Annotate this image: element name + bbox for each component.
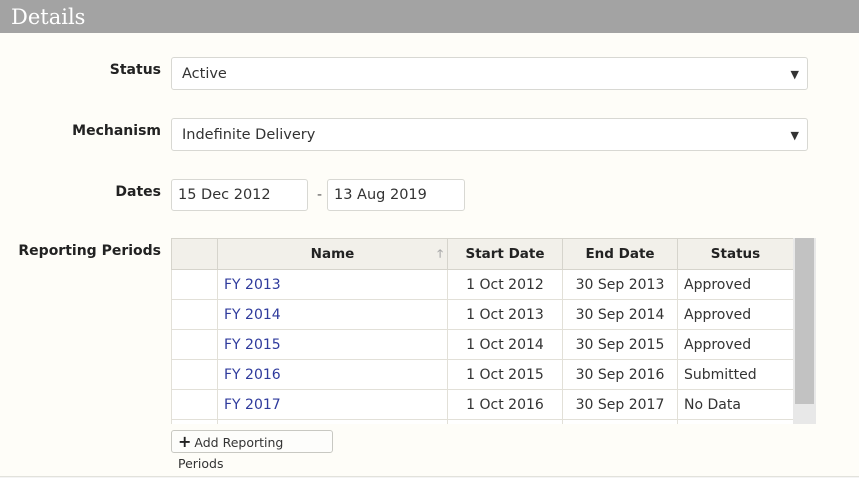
status-value: Active xyxy=(182,66,227,82)
column-header-select xyxy=(171,238,218,270)
column-header-status[interactable]: Status xyxy=(677,238,794,270)
period-status xyxy=(677,419,794,424)
start-date-input[interactable]: 15 Dec 2012 xyxy=(171,179,308,211)
period-status: Submitted xyxy=(677,359,794,390)
period-start-date: 1 Oct 2016 xyxy=(447,389,563,420)
period-name-link[interactable]: FY 2017 xyxy=(224,396,281,413)
period-end-date: 30 Sep 2017 xyxy=(562,389,678,420)
table-row[interactable]: FY 2013 1 Oct 2012 30 Sep 2013 Approved xyxy=(171,269,794,300)
table-row[interactable]: FY 2014 1 Oct 2013 30 Sep 2014 Approved xyxy=(171,299,794,330)
period-status: No Data xyxy=(677,389,794,420)
plus-icon: + xyxy=(178,432,192,451)
reporting-periods-table: Name 🡑 Start Date End Date Status FY 201… xyxy=(171,238,794,424)
period-end-date: 30 Sep 2016 xyxy=(562,359,678,390)
table-row[interactable]: FY 2015 1 Oct 2014 30 Sep 2015 Approved xyxy=(171,329,794,360)
period-status: Approved xyxy=(677,269,794,300)
column-header-end-date[interactable]: End Date xyxy=(562,238,678,270)
status-select[interactable]: Active ▼ xyxy=(171,57,808,90)
table-row[interactable] xyxy=(171,419,794,424)
row-selector[interactable] xyxy=(171,389,218,420)
mechanism-label: Mechanism xyxy=(72,123,161,139)
period-start-date xyxy=(447,419,563,424)
column-header-name[interactable]: Name 🡑 xyxy=(217,238,448,270)
column-header-start-date[interactable]: Start Date xyxy=(447,238,563,270)
caret-down-icon: ▼ xyxy=(790,68,799,81)
row-selector[interactable] xyxy=(171,329,218,360)
mechanism-select[interactable]: Indefinite Delivery ▼ xyxy=(171,118,808,151)
period-status: Approved xyxy=(677,299,794,330)
period-end-date: 30 Sep 2014 xyxy=(562,299,678,330)
caret-down-icon: ▼ xyxy=(790,129,799,142)
period-name-link[interactable]: FY 2013 xyxy=(224,276,281,293)
end-date-input[interactable]: 13 Aug 2019 xyxy=(327,179,465,211)
period-name-link[interactable]: FY 2015 xyxy=(224,336,281,353)
period-start-date: 1 Oct 2015 xyxy=(447,359,563,390)
scrollbar-thumb[interactable] xyxy=(795,238,814,404)
row-selector[interactable] xyxy=(171,269,218,300)
period-status: Approved xyxy=(677,329,794,360)
date-separator: - xyxy=(317,187,323,203)
period-start-date: 1 Oct 2013 xyxy=(447,299,563,330)
period-end-date: 30 Sep 2013 xyxy=(562,269,678,300)
sort-ascending-icon[interactable]: 🡑 xyxy=(437,247,443,260)
row-selector[interactable] xyxy=(171,299,218,330)
dates-label: Dates xyxy=(115,184,161,200)
column-header-name-label: Name xyxy=(310,246,355,262)
period-end-date: 30 Sep 2015 xyxy=(562,329,678,360)
reporting-periods-label: Reporting Periods xyxy=(18,243,161,259)
reporting-periods-grid: Name 🡑 Start Date End Date Status FY 201… xyxy=(171,238,816,424)
add-reporting-periods-label: Add Reporting Periods xyxy=(178,435,284,471)
period-name-link[interactable]: FY 2016 xyxy=(224,366,281,383)
mechanism-value: Indefinite Delivery xyxy=(182,127,316,143)
table-row[interactable]: FY 2016 1 Oct 2015 30 Sep 2016 Submitted xyxy=(171,359,794,390)
table-row[interactable]: FY 2017 1 Oct 2016 30 Sep 2017 No Data xyxy=(171,389,794,420)
period-start-date: 1 Oct 2014 xyxy=(447,329,563,360)
period-name-link[interactable]: FY 2014 xyxy=(224,306,281,323)
add-reporting-periods-button[interactable]: + Add Reporting Periods xyxy=(171,430,333,471)
period-start-date: 1 Oct 2012 xyxy=(447,269,563,300)
status-label: Status xyxy=(109,62,161,78)
period-end-date xyxy=(562,419,678,424)
row-selector[interactable] xyxy=(171,359,218,390)
table-scrollbar[interactable] xyxy=(793,238,816,424)
panel-title: Details xyxy=(0,0,859,33)
row-selector[interactable] xyxy=(171,419,218,424)
table-header-row: Name 🡑 Start Date End Date Status xyxy=(171,238,794,270)
